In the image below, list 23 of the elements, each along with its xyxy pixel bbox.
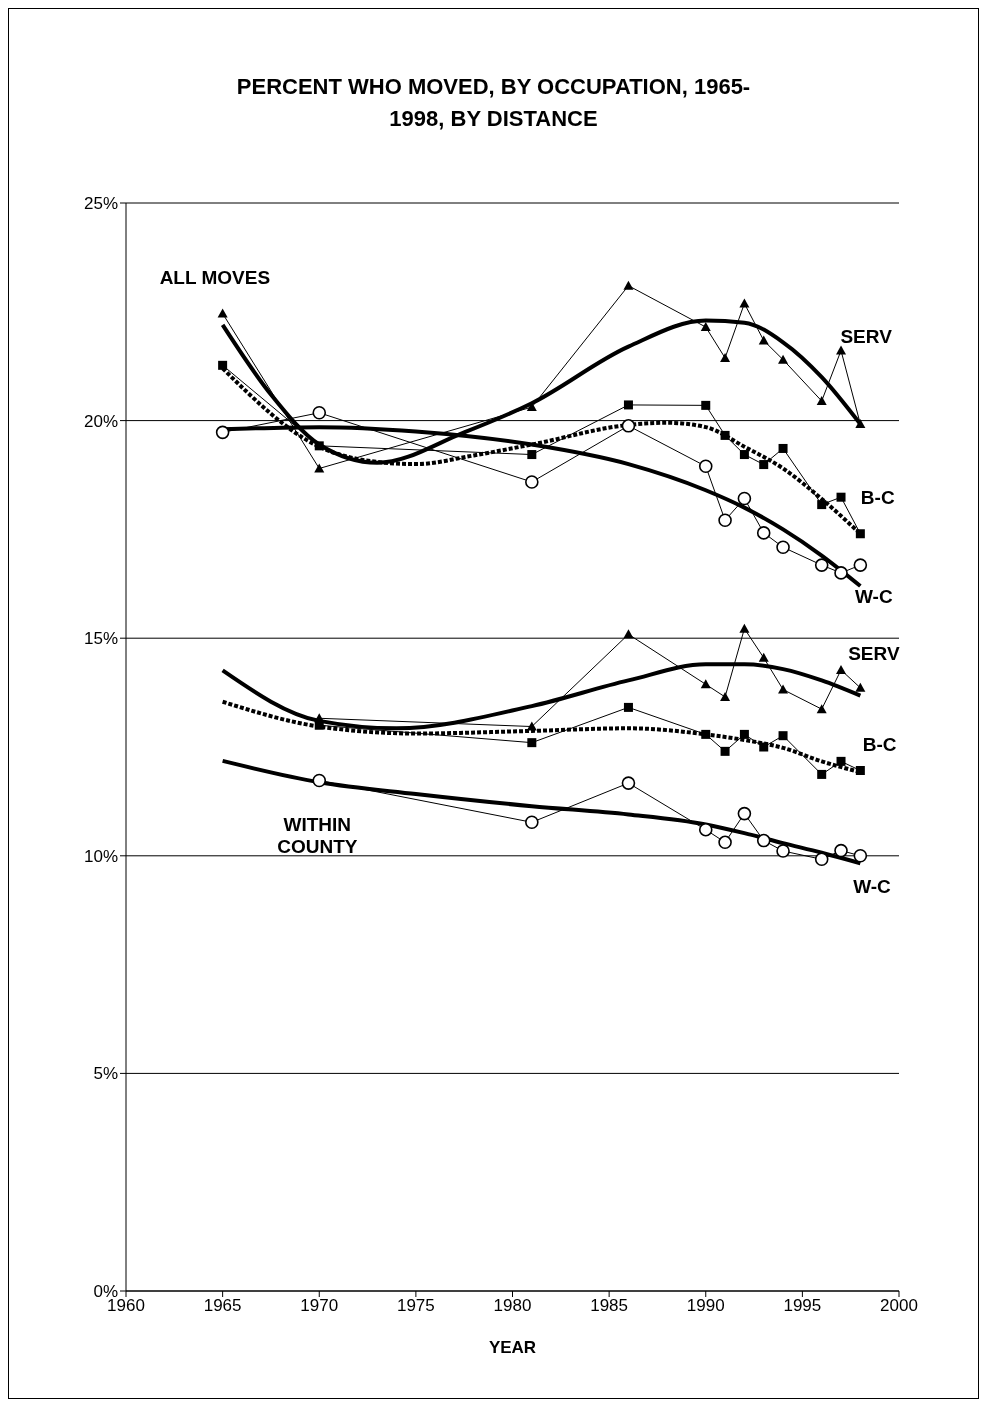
y-tick-label: 10% [83,846,118,866]
y-tick-label: 20% [83,411,118,431]
x-tick-label: 1970 [300,1296,339,1316]
x-tick-label: 1995 [783,1296,822,1316]
x-tick-label: 1965 [203,1296,242,1316]
x-tick-label: 1980 [493,1296,532,1316]
x-axis-title: YEAR [488,1338,537,1357]
x-tick-label: 1975 [396,1296,435,1316]
annotation: W-C [853,875,892,897]
y-tick-label: 25% [83,194,118,214]
annotation: W-C [855,585,893,607]
annotation: B-C [862,733,897,755]
x-tick-label: 2000 [880,1296,918,1316]
chart-title: PERCENT WHO MOVED, BY OCCUPATION, 1965-1998, BY DISTANCE [235,73,752,133]
annotation: SERV [840,325,893,347]
y-tick-label: 15% [83,629,118,649]
x-tick-label: 1985 [590,1296,629,1316]
annotation: ALL MOVES [159,266,271,288]
annotation: WITHIN COUNTY [277,813,358,857]
annotation: SERV [848,642,900,664]
y-tick-label: 5% [93,1064,118,1084]
x-tick-label: 1990 [686,1296,725,1316]
annotation: B-C [860,486,895,508]
